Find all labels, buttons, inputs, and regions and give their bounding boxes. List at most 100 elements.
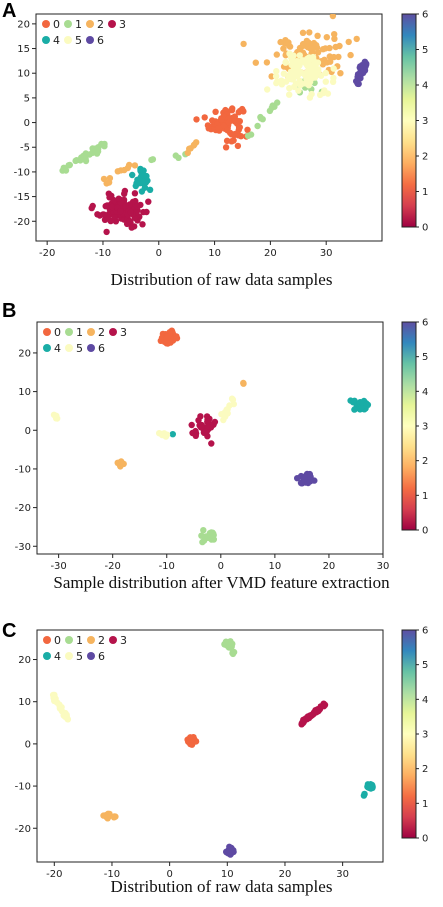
data-point-class-3 — [108, 203, 116, 211]
data-point-class-2 — [280, 45, 287, 52]
x-tick-label: -10 — [104, 869, 120, 880]
data-point-class-0 — [218, 116, 225, 123]
data-point-class-5 — [317, 72, 325, 79]
legend-marker — [43, 652, 51, 660]
data-point-class-1 — [200, 527, 207, 534]
data-point-class-5 — [322, 69, 329, 77]
legend-marker — [87, 328, 95, 336]
colorbar-tick-label: 6 — [422, 626, 428, 637]
data-point-class-0 — [244, 126, 251, 133]
data-point-class-2 — [331, 35, 338, 42]
data-point-class-6 — [353, 78, 360, 85]
colorbar-tick-label: 5 — [422, 660, 428, 671]
data-point-class-0 — [205, 125, 212, 132]
data-point-class-3 — [316, 706, 323, 713]
data-point-class-3 — [100, 211, 108, 218]
data-point-class-2 — [347, 51, 354, 59]
colorbar-tick-label: 6 — [422, 318, 428, 329]
x-tick-label: 0 — [156, 248, 162, 259]
legend-label: 6 — [98, 342, 105, 355]
data-point-class-0 — [215, 125, 222, 132]
colorbar — [401, 321, 417, 531]
data-point-class-5 — [221, 411, 228, 418]
data-point-class-4 — [141, 184, 149, 191]
colorbar-tick-label: 3 — [422, 116, 428, 127]
data-point-class-5 — [289, 76, 296, 83]
data-point-class-2 — [345, 38, 352, 46]
data-point-class-4 — [169, 431, 176, 438]
data-point-class-0 — [225, 119, 233, 126]
colorbar-tick-label: 5 — [422, 352, 428, 363]
legend-label: 6 — [97, 34, 104, 47]
x-tick-label: 30 — [377, 561, 390, 572]
data-point-class-3 — [131, 190, 139, 197]
legend-label: 2 — [98, 326, 105, 339]
data-point-class-5 — [315, 66, 322, 73]
data-point-class-0 — [228, 138, 235, 145]
data-point-class-0 — [212, 108, 219, 116]
data-point-class-0 — [236, 118, 243, 125]
data-point-class-3 — [192, 432, 199, 439]
legend-label: 3 — [119, 18, 126, 31]
data-point-class-3 — [103, 228, 110, 236]
data-point-class-1 — [198, 532, 205, 539]
legend-label: 4 — [53, 34, 60, 47]
data-point-class-3 — [195, 417, 202, 424]
data-point-class-3 — [128, 224, 135, 231]
data-point-class-2 — [106, 175, 114, 182]
data-point-class-2 — [336, 42, 343, 50]
colorbar-tick-label: 0 — [422, 834, 428, 845]
data-point-class-5 — [330, 74, 337, 82]
legend-label: 1 — [76, 634, 83, 647]
y-tick-label: -5 — [20, 143, 30, 154]
data-point-class-5 — [228, 395, 236, 402]
data-point-class-5 — [292, 80, 300, 88]
data-point-class-1 — [94, 148, 102, 155]
legend-marker — [108, 20, 116, 28]
data-point-class-5 — [273, 79, 280, 87]
data-point-class-3 — [309, 712, 316, 719]
colorbar — [401, 629, 417, 839]
data-point-class-1 — [72, 157, 79, 165]
data-point-class-0 — [231, 118, 238, 125]
data-point-class-1 — [202, 533, 210, 540]
data-point-class-3 — [139, 221, 146, 228]
data-point-class-3 — [127, 209, 134, 216]
data-point-class-2 — [252, 59, 259, 66]
data-point-class-2 — [306, 29, 313, 36]
caption-a: Distribution of raw data samples — [110, 270, 333, 289]
legend-label: 6 — [98, 650, 105, 663]
points-layer — [59, 14, 370, 236]
data-point-class-2 — [126, 161, 133, 169]
data-point-class-5 — [220, 416, 227, 424]
legend-marker — [87, 344, 95, 352]
panel-letter-b: B — [2, 300, 17, 322]
legend-marker — [109, 636, 117, 644]
data-point-class-5 — [310, 57, 317, 64]
colorbar-tick-label: 1 — [422, 799, 428, 810]
data-point-class-0 — [193, 116, 200, 123]
data-point-class-2 — [263, 59, 271, 66]
colorbar-tick-label: 3 — [422, 730, 428, 741]
x-tick-label: 0 — [166, 869, 172, 880]
legend-label: 2 — [97, 18, 104, 31]
y-tick-label: 20 — [18, 655, 31, 666]
y-tick-label: 20 — [18, 348, 31, 359]
x-tick-label: 10 — [221, 869, 234, 880]
data-point-class-2 — [120, 460, 127, 468]
legend-marker — [65, 344, 73, 352]
data-point-class-1 — [247, 131, 255, 138]
data-point-class-6 — [226, 843, 233, 850]
data-point-class-3 — [111, 214, 118, 221]
data-point-class-2 — [131, 162, 139, 169]
legend-marker — [64, 20, 72, 28]
data-point-class-4 — [368, 784, 375, 791]
y-tick-label: 0 — [24, 118, 30, 129]
data-point-class-2 — [299, 29, 307, 36]
data-point-class-5 — [305, 82, 312, 89]
data-point-class-5 — [305, 58, 312, 65]
data-point-class-5 — [296, 68, 303, 75]
data-point-class-1 — [228, 643, 235, 650]
data-point-class-3 — [94, 211, 101, 218]
